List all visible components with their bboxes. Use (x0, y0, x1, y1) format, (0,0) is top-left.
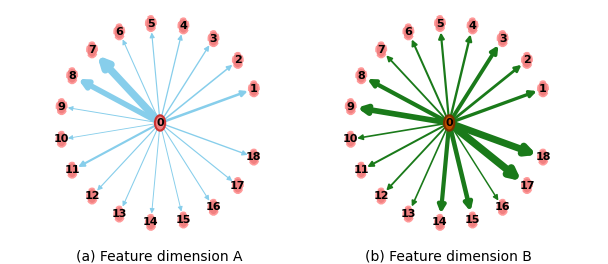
Ellipse shape (209, 31, 219, 46)
Text: 3: 3 (210, 34, 217, 44)
Text: 1: 1 (539, 84, 547, 94)
Text: 9: 9 (347, 102, 354, 112)
Text: 18: 18 (535, 152, 551, 162)
Ellipse shape (522, 53, 532, 68)
Text: 3: 3 (499, 34, 506, 44)
Text: 5: 5 (436, 18, 444, 29)
Ellipse shape (435, 215, 445, 230)
Text: 15: 15 (176, 215, 191, 225)
Ellipse shape (233, 53, 243, 68)
Text: 0: 0 (446, 118, 453, 128)
Text: 13: 13 (401, 209, 416, 219)
Text: 4: 4 (469, 21, 477, 31)
Ellipse shape (538, 81, 548, 97)
Text: 8: 8 (358, 71, 365, 81)
Ellipse shape (435, 16, 445, 31)
Ellipse shape (178, 18, 188, 34)
Text: 7: 7 (378, 45, 385, 55)
Text: 1: 1 (250, 84, 258, 94)
Ellipse shape (522, 178, 532, 193)
Ellipse shape (67, 163, 77, 178)
Text: 0: 0 (156, 118, 164, 128)
Ellipse shape (444, 115, 454, 131)
Text: 17: 17 (230, 181, 246, 191)
Text: 7: 7 (88, 45, 96, 55)
Text: 12: 12 (85, 191, 100, 201)
Text: 15: 15 (465, 215, 480, 225)
Ellipse shape (57, 132, 67, 147)
Ellipse shape (146, 215, 156, 230)
Ellipse shape (468, 18, 478, 34)
Text: 16: 16 (206, 202, 221, 212)
Ellipse shape (497, 31, 508, 46)
Text: (b) Feature dimension B: (b) Feature dimension B (365, 249, 532, 263)
Ellipse shape (468, 212, 478, 228)
Text: 6: 6 (116, 27, 123, 37)
Text: 2: 2 (234, 55, 242, 65)
Text: (a) Feature dimension A: (a) Feature dimension A (76, 249, 243, 263)
Text: 12: 12 (373, 191, 389, 201)
Ellipse shape (146, 16, 156, 31)
Text: 10: 10 (54, 134, 69, 144)
Ellipse shape (155, 115, 165, 131)
Ellipse shape (87, 42, 97, 58)
Ellipse shape (114, 24, 125, 40)
Ellipse shape (87, 188, 97, 204)
Ellipse shape (403, 24, 413, 40)
Ellipse shape (376, 188, 386, 204)
Ellipse shape (249, 149, 259, 165)
Ellipse shape (233, 178, 243, 193)
Text: 4: 4 (179, 21, 187, 31)
Ellipse shape (345, 99, 356, 114)
Text: 2: 2 (523, 55, 531, 65)
Ellipse shape (497, 200, 508, 215)
Text: 5: 5 (147, 18, 154, 29)
Ellipse shape (356, 163, 367, 178)
Ellipse shape (67, 68, 77, 83)
Text: 14: 14 (432, 217, 448, 227)
Text: 18: 18 (246, 152, 261, 162)
Ellipse shape (538, 149, 548, 165)
Text: 11: 11 (353, 165, 369, 175)
Text: 16: 16 (495, 202, 511, 212)
Ellipse shape (345, 132, 356, 147)
Text: 17: 17 (519, 181, 534, 191)
Ellipse shape (249, 81, 259, 97)
Text: 11: 11 (64, 165, 80, 175)
Text: 10: 10 (343, 134, 359, 144)
Text: 8: 8 (68, 71, 76, 81)
Ellipse shape (403, 206, 413, 222)
Ellipse shape (178, 212, 188, 228)
Ellipse shape (114, 206, 125, 222)
Ellipse shape (356, 68, 367, 83)
Ellipse shape (57, 99, 67, 114)
Ellipse shape (209, 200, 219, 215)
Text: 6: 6 (404, 27, 412, 37)
Text: 13: 13 (112, 209, 127, 219)
Text: 9: 9 (58, 102, 66, 112)
Text: 14: 14 (143, 217, 159, 227)
Ellipse shape (376, 42, 386, 58)
